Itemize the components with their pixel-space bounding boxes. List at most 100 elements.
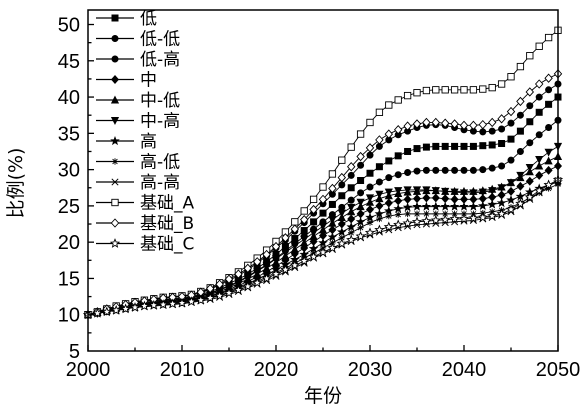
data-point xyxy=(411,216,423,227)
data-point xyxy=(488,187,497,196)
data-point xyxy=(431,187,440,196)
data-point xyxy=(394,187,403,196)
data-point xyxy=(393,125,403,135)
data-point xyxy=(148,299,159,310)
data-point xyxy=(477,200,488,210)
data-point xyxy=(505,204,517,214)
data-point xyxy=(271,255,281,264)
y-tick-label: 45 xyxy=(58,51,80,73)
data-point xyxy=(403,194,412,204)
data-point xyxy=(393,219,404,230)
data-point xyxy=(205,283,215,294)
data-point xyxy=(318,194,328,205)
data-point xyxy=(338,203,346,211)
data-point xyxy=(524,191,535,202)
data-point xyxy=(243,273,252,282)
data-point xyxy=(477,212,488,222)
legend-marker xyxy=(110,75,120,84)
data-point xyxy=(441,187,450,196)
data-point xyxy=(375,201,384,211)
legend-marker xyxy=(110,135,120,146)
data-point xyxy=(366,118,374,127)
data-point xyxy=(346,221,357,232)
data-point xyxy=(385,157,393,165)
data-point xyxy=(186,296,197,307)
data-point xyxy=(516,111,524,119)
data-point xyxy=(498,125,506,133)
data-point xyxy=(365,205,375,214)
data-point xyxy=(469,142,477,150)
legend-label: 基础_B xyxy=(140,214,194,234)
data-point xyxy=(195,294,206,305)
data-point xyxy=(478,188,487,197)
data-point xyxy=(487,199,498,209)
data-point xyxy=(515,198,526,209)
data-point xyxy=(384,188,393,197)
data-point xyxy=(441,166,449,174)
data-point xyxy=(451,142,459,150)
data-point xyxy=(385,212,392,220)
data-point xyxy=(252,277,263,288)
data-point xyxy=(422,166,430,174)
data-point xyxy=(516,127,524,135)
legend-marker xyxy=(110,218,120,228)
data-point xyxy=(413,210,421,218)
data-point xyxy=(450,188,459,197)
data-point xyxy=(432,210,439,218)
legend-item: 中 xyxy=(96,71,157,91)
data-point xyxy=(357,177,365,185)
data-point xyxy=(101,306,112,317)
y-tick-label: 25 xyxy=(58,196,80,218)
legend-label: 高-高 xyxy=(140,173,180,193)
data-point xyxy=(535,161,544,170)
data-point xyxy=(534,79,544,89)
data-point xyxy=(479,128,487,136)
data-point xyxy=(234,269,243,279)
data-point xyxy=(394,152,402,160)
data-point xyxy=(394,196,403,206)
data-point xyxy=(338,156,346,164)
legend-item: 基础_A xyxy=(96,194,194,214)
data-point xyxy=(252,257,262,267)
data-point xyxy=(525,163,534,172)
legend-label: 高 xyxy=(140,132,157,152)
data-point xyxy=(506,195,516,205)
data-point xyxy=(357,189,365,197)
data-point xyxy=(289,260,300,270)
data-point xyxy=(375,108,384,116)
data-point xyxy=(404,210,411,218)
data-point xyxy=(441,142,449,150)
data-point xyxy=(384,198,393,208)
legend-marker xyxy=(111,198,119,207)
data-point xyxy=(356,198,365,207)
data-point xyxy=(300,227,308,235)
y-tick-label: 10 xyxy=(58,305,80,327)
data-point xyxy=(223,287,235,298)
data-point xyxy=(422,186,431,195)
data-point xyxy=(421,215,432,226)
data-point xyxy=(403,186,412,195)
data-point xyxy=(346,234,357,245)
data-point xyxy=(535,170,544,180)
data-point xyxy=(516,171,525,180)
data-point xyxy=(365,143,375,153)
data-point xyxy=(506,186,516,196)
data-point xyxy=(395,211,402,218)
data-point xyxy=(338,192,346,200)
data-point xyxy=(423,210,430,218)
data-point xyxy=(243,263,253,273)
legend-label: 低-低 xyxy=(140,30,180,50)
data-point xyxy=(544,148,553,157)
data-point xyxy=(394,171,402,179)
data-point xyxy=(402,202,413,212)
data-point xyxy=(337,219,346,229)
data-point xyxy=(176,297,188,308)
data-point xyxy=(215,279,224,289)
data-point xyxy=(449,201,460,211)
data-point xyxy=(440,201,451,211)
data-point xyxy=(488,141,496,149)
data-point xyxy=(412,186,422,195)
data-point xyxy=(507,73,515,81)
data-point xyxy=(290,224,300,234)
data-point xyxy=(375,135,384,145)
